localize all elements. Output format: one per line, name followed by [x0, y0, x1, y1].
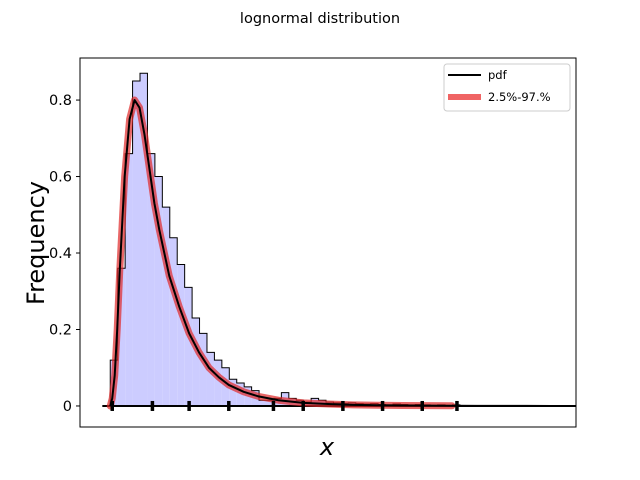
y-tick-label: 0 [63, 399, 72, 415]
histogram-bar [206, 352, 215, 406]
histogram-bar [140, 73, 148, 406]
axes-frame [79, 57, 577, 428]
histogram-bar [169, 237, 178, 406]
histogram-bar [117, 268, 126, 406]
histogram-bar [147, 153, 155, 406]
y-tick-label: 0.2 [49, 322, 72, 338]
histogram-bar [177, 264, 185, 406]
plot-area [102, 72, 576, 411]
legend: pdf 2.5%-97.% [443, 63, 571, 112]
histogram-bar [259, 400, 267, 406]
histogram-bar [154, 176, 163, 406]
y-axis-label: Frequency [22, 181, 50, 305]
histogram-bar [162, 207, 170, 406]
chart-title: lognormal distribution [240, 11, 400, 27]
y-axis: 0 0.2 0.4 0.6 0.8 [49, 93, 80, 415]
y-tick-label: 0.8 [49, 93, 72, 109]
legend-pdf-label: pdf [488, 68, 508, 82]
histogram-bar [199, 333, 207, 406]
histogram-bar [125, 153, 133, 406]
legend-interval-label: 2.5%-97.% [488, 90, 551, 104]
y-tick-label: 0.6 [49, 170, 72, 186]
histogram-bar [192, 318, 200, 406]
histogram-bar [214, 360, 222, 406]
pdf-curve [109, 99, 576, 407]
histogram-bar [184, 287, 193, 406]
histogram-bar [229, 379, 237, 406]
histogram-bar [132, 80, 141, 406]
histogram-bar [236, 383, 245, 406]
x-axis-label: x [319, 433, 335, 461]
histogram-bar [266, 400, 274, 406]
y-tick-label: 0.4 [49, 246, 72, 262]
